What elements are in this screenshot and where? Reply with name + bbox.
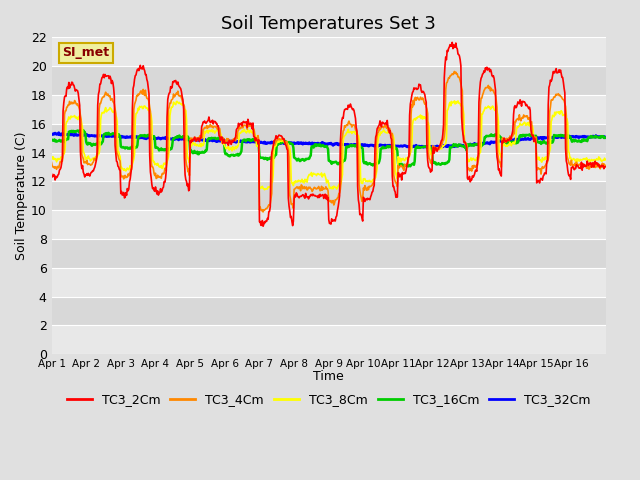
- Bar: [51, 268, 606, 297]
- Bar: [51, 124, 606, 153]
- Bar: [51, 210, 606, 239]
- X-axis label: Time: Time: [314, 371, 344, 384]
- Bar: [51, 37, 606, 66]
- Bar: [51, 66, 606, 95]
- Bar: [51, 95, 606, 124]
- Bar: [51, 239, 606, 268]
- Y-axis label: Soil Temperature (C): Soil Temperature (C): [15, 132, 28, 260]
- Legend: TC3_2Cm, TC3_4Cm, TC3_8Cm, TC3_16Cm, TC3_32Cm: TC3_2Cm, TC3_4Cm, TC3_8Cm, TC3_16Cm, TC3…: [61, 388, 596, 411]
- Text: SI_met: SI_met: [63, 47, 109, 60]
- Bar: [51, 297, 606, 325]
- Bar: [51, 153, 606, 181]
- Bar: [51, 325, 606, 354]
- Title: Soil Temperatures Set 3: Soil Temperatures Set 3: [221, 15, 436, 33]
- Bar: [51, 181, 606, 210]
